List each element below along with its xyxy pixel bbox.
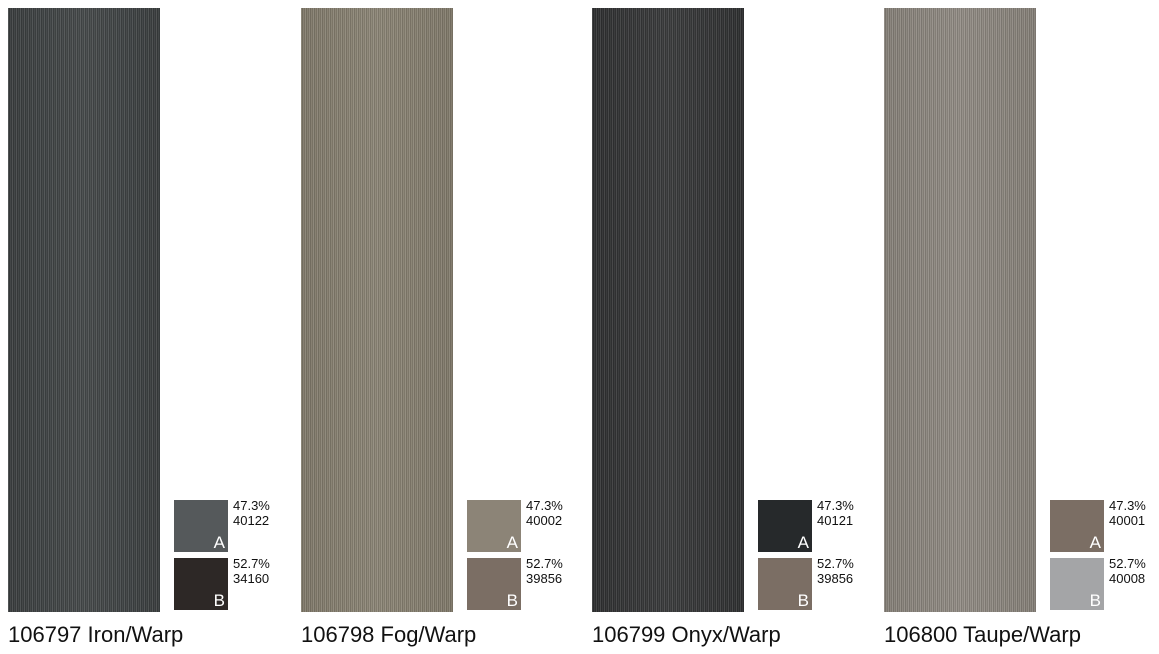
yarn-info: 52.7% 39856 (526, 556, 563, 586)
carpet-swatch (8, 8, 160, 612)
yarn-code: 40008 (1109, 571, 1146, 586)
carpet-swatch (592, 8, 744, 612)
yarn-code: 40121 (817, 513, 854, 528)
yarn-percent: 47.3% (526, 498, 563, 513)
yarn-percent: 47.3% (1109, 498, 1146, 513)
chip-letter: A (797, 533, 809, 552)
color-chip: B (467, 558, 521, 610)
chip-letter: B (1089, 591, 1101, 610)
yarn-code: 39856 (526, 571, 563, 586)
yarn-percent: 47.3% (233, 498, 270, 513)
chip-letter: B (797, 591, 809, 610)
color-chip: B (174, 558, 228, 610)
yarn-code: 39856 (817, 571, 854, 586)
chip-letter: B (506, 591, 518, 610)
yarn-percent: 52.7% (1109, 556, 1146, 571)
product-label: 106797 Iron/Warp (8, 622, 184, 647)
product-label: 106798 Fog/Warp (301, 622, 477, 647)
color-chip: A (758, 500, 812, 552)
yarn-info: 52.7% 34160 (233, 556, 270, 586)
yarn-percent: 47.3% (817, 498, 854, 513)
chip-letter: A (1089, 533, 1101, 552)
product-label: 106799 Onyx/Warp (592, 622, 781, 647)
color-chip: A (467, 500, 521, 552)
yarn-percent: 52.7% (817, 556, 854, 571)
yarn-code: 40122 (233, 513, 270, 528)
color-chip: B (758, 558, 812, 610)
chip-letter: A (506, 533, 518, 552)
yarn-info: 52.7% 40008 (1109, 556, 1146, 586)
color-chip: A (174, 500, 228, 552)
carpet-swatch (301, 8, 453, 612)
yarn-info: 47.3% 40122 (233, 498, 270, 528)
color-chip: A (1050, 500, 1104, 552)
yarn-info: 52.7% 39856 (817, 556, 854, 586)
chip-letter: A (213, 533, 225, 552)
carpet-swatch (884, 8, 1036, 612)
yarn-code: 40002 (526, 513, 563, 528)
color-chip: B (1050, 558, 1104, 610)
yarn-info: 47.3% 40002 (526, 498, 563, 528)
yarn-code: 34160 (233, 571, 270, 586)
yarn-percent: 52.7% (526, 556, 563, 571)
product-label: 106800 Taupe/Warp (884, 622, 1081, 647)
yarn-info: 47.3% 40121 (817, 498, 854, 528)
yarn-info: 47.3% 40001 (1109, 498, 1146, 528)
chip-letter: B (213, 591, 225, 610)
yarn-percent: 52.7% (233, 556, 270, 571)
yarn-code: 40001 (1109, 513, 1146, 528)
